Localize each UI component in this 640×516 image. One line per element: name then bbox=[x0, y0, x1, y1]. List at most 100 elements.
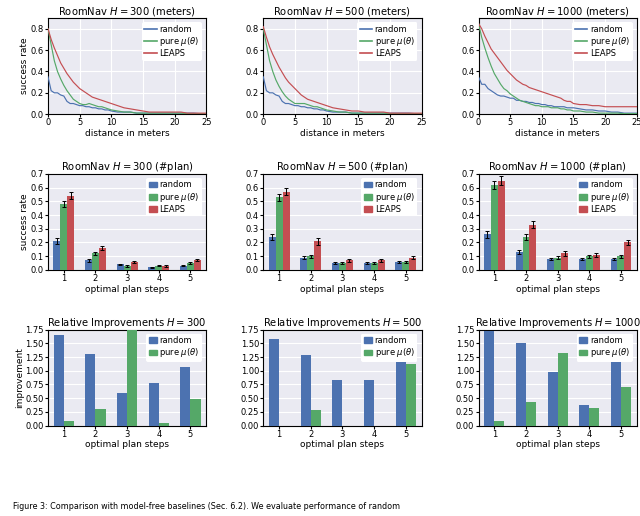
X-axis label: optimal plan steps: optimal plan steps bbox=[300, 440, 385, 449]
Bar bbox=[332, 380, 342, 426]
Bar bbox=[148, 383, 159, 426]
Bar bbox=[276, 197, 283, 270]
Bar bbox=[85, 354, 95, 426]
Bar bbox=[117, 393, 127, 426]
Bar bbox=[283, 191, 289, 270]
Bar bbox=[593, 255, 600, 270]
Bar bbox=[586, 256, 593, 270]
Bar bbox=[364, 380, 374, 426]
Bar bbox=[579, 259, 586, 270]
X-axis label: optimal plan steps: optimal plan steps bbox=[300, 284, 385, 294]
Bar bbox=[194, 261, 201, 270]
Legend: random, pure $\mu(\theta)$: random, pure $\mu(\theta)$ bbox=[362, 334, 417, 362]
Bar bbox=[491, 185, 498, 270]
Bar bbox=[53, 241, 60, 270]
X-axis label: distance in meters: distance in meters bbox=[300, 129, 385, 138]
Bar bbox=[346, 261, 353, 270]
Title: Relative Improvements $H = 300$: Relative Improvements $H = 300$ bbox=[47, 316, 207, 330]
Bar bbox=[95, 409, 106, 426]
Bar bbox=[526, 402, 536, 426]
Bar bbox=[484, 234, 491, 270]
Bar bbox=[516, 252, 522, 270]
Bar bbox=[311, 410, 321, 426]
Title: Relative Improvements $H = 500$: Relative Improvements $H = 500$ bbox=[262, 316, 422, 330]
Bar bbox=[484, 331, 494, 426]
Title: RoomNav $H = 300$ (meters): RoomNav $H = 300$ (meters) bbox=[58, 5, 196, 18]
Bar bbox=[339, 263, 346, 270]
Bar bbox=[64, 421, 74, 426]
Bar bbox=[621, 387, 631, 426]
Bar bbox=[625, 243, 632, 270]
Y-axis label: improvement: improvement bbox=[15, 347, 24, 408]
X-axis label: optimal plan steps: optimal plan steps bbox=[85, 284, 169, 294]
Bar bbox=[116, 265, 124, 270]
Bar bbox=[409, 257, 416, 270]
Bar bbox=[579, 405, 589, 426]
Bar bbox=[269, 340, 279, 426]
Bar bbox=[159, 423, 169, 426]
Bar bbox=[163, 266, 169, 270]
Bar bbox=[307, 256, 314, 270]
Bar bbox=[124, 266, 131, 270]
Bar bbox=[371, 263, 378, 270]
Bar bbox=[396, 349, 406, 426]
Bar bbox=[180, 367, 191, 426]
X-axis label: distance in meters: distance in meters bbox=[515, 129, 600, 138]
Text: Figure 3: Comparison with model-free baselines (Sec. 6.2). We evaluate performan: Figure 3: Comparison with model-free bas… bbox=[13, 502, 400, 511]
Bar bbox=[332, 263, 339, 270]
Y-axis label: success rate: success rate bbox=[20, 38, 29, 94]
X-axis label: optimal plan steps: optimal plan steps bbox=[85, 440, 169, 449]
Bar bbox=[85, 261, 92, 270]
X-axis label: optimal plan steps: optimal plan steps bbox=[516, 284, 600, 294]
Title: Relative Improvements $H = 1000$: Relative Improvements $H = 1000$ bbox=[475, 316, 640, 330]
Title: RoomNav $H = 500$ (meters): RoomNav $H = 500$ (meters) bbox=[273, 5, 412, 18]
Bar bbox=[314, 241, 321, 270]
Title: RoomNav $H = 1000$ (meters): RoomNav $H = 1000$ (meters) bbox=[486, 5, 630, 18]
X-axis label: optimal plan steps: optimal plan steps bbox=[516, 440, 600, 449]
X-axis label: distance in meters: distance in meters bbox=[85, 129, 170, 138]
Bar bbox=[301, 356, 311, 426]
Legend: random, pure $\mu(\theta)$, LEAPS: random, pure $\mu(\theta)$, LEAPS bbox=[577, 178, 632, 217]
Bar bbox=[99, 248, 106, 270]
Bar bbox=[378, 261, 385, 270]
Bar bbox=[529, 224, 536, 270]
Title: RoomNav $H = 500$ (#plan): RoomNav $H = 500$ (#plan) bbox=[276, 160, 409, 174]
Bar bbox=[396, 262, 402, 270]
Bar bbox=[406, 364, 416, 426]
Legend: random, pure $\mu(\theta)$, LEAPS: random, pure $\mu(\theta)$, LEAPS bbox=[142, 22, 202, 61]
Bar bbox=[191, 399, 200, 426]
Bar bbox=[187, 263, 194, 270]
Bar bbox=[180, 266, 187, 270]
Bar bbox=[554, 257, 561, 270]
Bar bbox=[92, 253, 99, 270]
Bar bbox=[67, 196, 74, 270]
Legend: random, pure $\mu(\theta)$: random, pure $\mu(\theta)$ bbox=[146, 334, 202, 362]
Legend: random, pure $\mu(\theta)$, LEAPS: random, pure $\mu(\theta)$, LEAPS bbox=[573, 22, 632, 61]
Title: RoomNav $H = 300$ (#plan): RoomNav $H = 300$ (#plan) bbox=[61, 160, 193, 174]
Bar bbox=[516, 343, 526, 426]
Bar bbox=[156, 266, 163, 270]
Bar bbox=[402, 262, 409, 270]
Bar bbox=[589, 408, 600, 426]
Bar bbox=[300, 257, 307, 270]
Bar bbox=[54, 335, 64, 426]
Legend: random, pure $\mu(\theta)$: random, pure $\mu(\theta)$ bbox=[577, 334, 632, 362]
Bar bbox=[60, 204, 67, 270]
Bar bbox=[548, 373, 557, 426]
Bar bbox=[127, 330, 137, 426]
Title: RoomNav $H = 1000$ (#plan): RoomNav $H = 1000$ (#plan) bbox=[488, 160, 627, 174]
Bar bbox=[611, 337, 621, 426]
Bar bbox=[561, 253, 568, 270]
Bar bbox=[148, 267, 156, 270]
Bar bbox=[269, 237, 276, 270]
Bar bbox=[611, 259, 618, 270]
Bar bbox=[557, 353, 568, 426]
Legend: random, pure $\mu(\theta)$, LEAPS: random, pure $\mu(\theta)$, LEAPS bbox=[362, 178, 417, 217]
Legend: random, pure $\mu(\theta)$, LEAPS: random, pure $\mu(\theta)$, LEAPS bbox=[357, 22, 417, 61]
Bar bbox=[364, 263, 371, 270]
Bar bbox=[618, 256, 625, 270]
Legend: random, pure $\mu(\theta)$, LEAPS: random, pure $\mu(\theta)$, LEAPS bbox=[146, 178, 202, 217]
Y-axis label: success rate: success rate bbox=[20, 194, 29, 250]
Bar bbox=[498, 181, 505, 270]
Bar bbox=[547, 259, 554, 270]
